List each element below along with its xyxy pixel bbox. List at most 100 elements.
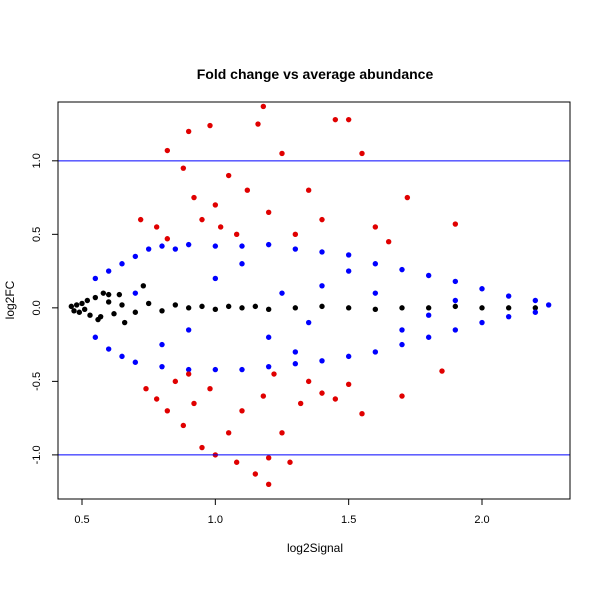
data-point: [185, 371, 192, 377]
data-point: [132, 309, 139, 315]
x-tick-label: 0.5: [74, 514, 89, 526]
data-point: [359, 411, 365, 417]
data-point: [305, 319, 312, 326]
x-axis: 0.5 1.0 1.5 2.0: [74, 498, 490, 526]
data-point: [244, 187, 251, 193]
data-point: [332, 396, 339, 402]
data-point: [159, 363, 165, 370]
x-tick-label: 2.0: [474, 514, 489, 526]
data-point: [132, 359, 139, 365]
data-point: [452, 221, 459, 227]
data-point: [81, 306, 88, 313]
data-point: [84, 297, 91, 304]
data-point: [207, 386, 213, 392]
data-point: [425, 305, 432, 311]
data-point: [225, 303, 232, 310]
data-point: [439, 368, 445, 374]
data-point: [532, 297, 539, 304]
data-point: [207, 122, 213, 129]
x-tick-label: 1.5: [341, 514, 356, 526]
data-point: [279, 290, 285, 296]
data-point: [279, 430, 285, 436]
data-point: [479, 319, 485, 326]
data-point: [153, 224, 160, 230]
data-point: [359, 150, 365, 157]
data-point: [239, 261, 245, 267]
data-point: [425, 312, 432, 318]
data-point: [372, 306, 379, 313]
data-point: [260, 393, 267, 399]
data-point: [265, 363, 272, 370]
data-point: [212, 366, 219, 373]
y-tick-label: -1.0: [31, 445, 43, 464]
data-point: [345, 353, 352, 360]
data-point: [233, 231, 240, 238]
data-point: [372, 261, 379, 267]
data-point: [159, 308, 165, 314]
data-point: [332, 116, 339, 123]
data-point: [199, 444, 205, 451]
data-point: [345, 116, 352, 123]
data-point: [292, 361, 299, 367]
data-point: [145, 300, 152, 307]
data-point: [345, 252, 352, 258]
data-point: [185, 241, 192, 248]
data-point: [319, 283, 325, 289]
data-point: [199, 216, 205, 223]
data-point: [399, 393, 405, 399]
data-point: [105, 268, 112, 274]
data-point: [260, 103, 267, 110]
data-point: [345, 268, 352, 274]
data-point: [399, 305, 405, 311]
data-point: [545, 302, 552, 308]
data-point: [399, 266, 405, 273]
data-point: [372, 224, 379, 230]
data-point: [239, 408, 245, 414]
data-point: [372, 349, 379, 355]
data-point: [271, 371, 277, 377]
data-point: [479, 305, 485, 311]
data-point: [252, 303, 259, 310]
data-point: [132, 253, 139, 260]
data-point: [212, 275, 219, 282]
data-point: [116, 291, 123, 298]
data-point: [305, 378, 312, 385]
data-point: [385, 238, 392, 245]
data-point: [164, 236, 171, 242]
data-point: [105, 291, 112, 298]
data-point: [265, 334, 272, 340]
data-point: [185, 128, 192, 135]
data-point: [399, 341, 405, 348]
data-point: [265, 481, 272, 487]
data-point: [239, 243, 245, 249]
data-point: [172, 246, 179, 252]
x-tick-label: 1.0: [208, 514, 223, 526]
data-point: [172, 378, 179, 385]
data-point: [265, 306, 272, 313]
data-point: [265, 209, 272, 215]
data-point: [164, 147, 171, 154]
data-point: [92, 334, 99, 340]
data-point: [399, 327, 405, 333]
data-point: [212, 243, 219, 249]
data-point: [100, 290, 107, 296]
data-point: [319, 390, 325, 396]
data-point: [95, 316, 101, 323]
data-point: [185, 366, 192, 373]
data-point: [532, 305, 539, 311]
data-point: [239, 366, 245, 373]
data-point: [345, 305, 352, 311]
data-point: [73, 302, 80, 308]
data-point: [452, 303, 459, 310]
data-point: [121, 319, 128, 326]
data-point: [217, 224, 224, 230]
y-tick-label: 0.0: [31, 300, 43, 315]
data-point: [111, 311, 117, 317]
y-tick-label: 0.5: [31, 227, 43, 242]
data-point: [172, 302, 179, 308]
data-point: [404, 194, 411, 201]
data-point: [225, 172, 232, 179]
data-point: [153, 396, 160, 402]
